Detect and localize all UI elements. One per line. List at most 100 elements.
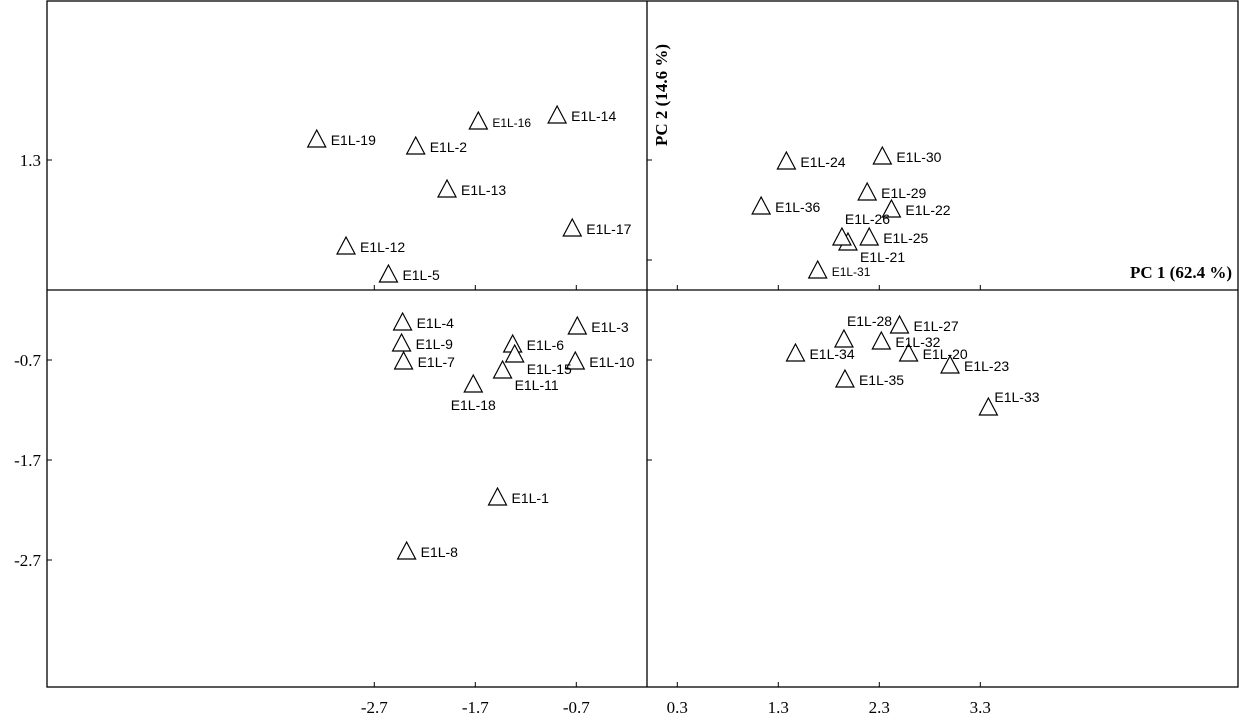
triangle-marker-icon <box>785 342 806 362</box>
triangle-marker-icon <box>872 145 893 165</box>
point-label: E1L-30 <box>896 149 941 165</box>
triangle-marker-icon <box>831 226 852 246</box>
data-point: E1L-34 <box>785 342 855 362</box>
data-point: E1L-15 <box>504 343 572 377</box>
triangle-marker-icon <box>565 350 586 370</box>
triangle-marker-icon <box>807 259 828 279</box>
y-tick-label: 1.3 <box>20 151 41 170</box>
x-tick-label: -0.7 <box>563 698 590 717</box>
triangle-marker-icon <box>504 343 525 363</box>
x-tick-label: 3.3 <box>970 698 991 717</box>
point-label: E1L-15 <box>527 361 572 377</box>
data-point: E1L-20 <box>898 342 968 362</box>
point-label: E1L-21 <box>860 249 905 265</box>
triangle-marker-icon <box>881 198 902 218</box>
point-label: E1L-16 <box>492 116 531 130</box>
triangle-marker-icon <box>833 328 854 348</box>
data-point: E1L-33 <box>978 389 1040 416</box>
data-point: E1L-13 <box>437 178 506 198</box>
point-label: E1L-10 <box>589 354 634 370</box>
triangle-marker-icon <box>492 359 513 379</box>
point-label: E1L-11 <box>515 377 559 393</box>
point-label: E1L-17 <box>586 221 631 237</box>
point-label: E1L-24 <box>800 154 845 170</box>
data-point: E1L-7 <box>393 350 456 370</box>
triangle-marker-icon <box>487 486 508 506</box>
point-label: E1L-28 <box>847 313 892 329</box>
point-label: E1L-25 <box>883 230 928 246</box>
point-label: E1L-33 <box>994 389 1039 405</box>
data-point: E1L-27 <box>889 314 959 334</box>
point-label: E1L-4 <box>417 315 455 331</box>
data-point: E1L-10 <box>565 350 635 370</box>
point-label: E1L-13 <box>461 182 506 198</box>
data-point: E1L-24 <box>776 150 846 170</box>
triangle-marker-icon <box>857 181 878 201</box>
plot-frame <box>46 0 1239 688</box>
data-point: E1L-30 <box>872 145 942 165</box>
point-label: E1L-9 <box>416 336 454 352</box>
data-point: E1L-28 <box>833 313 892 348</box>
point-label: E1L-20 <box>923 346 968 362</box>
x-tick-label: 1.3 <box>768 698 789 717</box>
point-label: E1L-7 <box>418 354 456 370</box>
triangle-marker-icon <box>547 104 568 124</box>
data-point: E1L-9 <box>391 332 454 352</box>
point-label: E1L-6 <box>527 337 565 353</box>
data-point: E1L-36 <box>751 195 820 215</box>
point-label: E1L-18 <box>451 397 496 413</box>
point-label: E1L-8 <box>421 544 459 560</box>
x-tick-label: 0.3 <box>667 698 688 717</box>
data-point: E1L-22 <box>881 198 951 218</box>
triangle-marker-icon <box>396 540 417 560</box>
point-label: E1L-14 <box>571 108 616 124</box>
data-point: E1L-23 <box>940 354 1009 374</box>
point-label: E1L-2 <box>430 139 468 155</box>
data-point: E1L-1 <box>487 486 549 506</box>
data-point: E1L-32 <box>871 330 941 350</box>
point-label: E1L-29 <box>881 185 926 201</box>
data-point: E1L-31 <box>807 259 871 279</box>
x-tick-label: 2.3 <box>869 698 890 717</box>
triangle-marker-icon <box>567 315 588 335</box>
data-point: E1L-35 <box>834 368 904 388</box>
tick-labels: -2.7 -1.7 -0.7 0.3 1.3 2.3 3.3 -2.7 -1.7 -0.7 1.3 <box>14 151 991 717</box>
data-point: E1L-8 <box>396 540 459 560</box>
triangle-marker-icon <box>898 342 919 362</box>
triangle-marker-icon <box>776 150 797 170</box>
point-label: E1L-31 <box>832 265 871 279</box>
y-axis-title: PC 2 (14.6 %) <box>652 44 671 146</box>
data-point: E1L-4 <box>392 311 455 331</box>
data-point: E1L-17 <box>562 217 632 237</box>
point-label: E1L-19 <box>331 132 376 148</box>
data-point: E1L-29 <box>857 181 927 201</box>
data-point: E1L-11 <box>492 359 559 393</box>
point-label: E1L-3 <box>591 319 629 335</box>
point-label: E1L-26 <box>845 211 890 227</box>
x-axis-title: PC 1 (62.4 %) <box>1130 263 1232 282</box>
triangle-marker-icon <box>405 135 426 155</box>
y-tick-label: -2.7 <box>14 551 41 570</box>
triangle-marker-icon <box>336 235 357 255</box>
point-label: E1L-36 <box>775 199 820 215</box>
data-point: E1L-2 <box>405 135 468 155</box>
point-label: E1L-27 <box>914 318 959 334</box>
x-tick-label: -2.7 <box>361 698 388 717</box>
triangle-marker-icon <box>889 314 910 334</box>
point-label: E1L-35 <box>859 372 904 388</box>
y-tick-label: -1.7 <box>14 451 41 470</box>
point-label: E1L-5 <box>402 267 440 283</box>
triangle-marker-icon <box>392 311 413 331</box>
point-label: E1L-12 <box>360 239 405 255</box>
data-point: E1L-26 <box>831 211 890 246</box>
point-label: E1L-32 <box>895 334 940 350</box>
triangle-marker-icon <box>437 178 458 198</box>
triangle-marker-icon <box>859 226 880 246</box>
point-label: E1L-34 <box>809 346 854 362</box>
data-points: E1L-1 E1L-2 E1L-3 E1L-4 E1L-5 E1L-6 E1L-7 E1L-8… <box>306 104 1040 560</box>
triangle-marker-icon <box>940 354 960 374</box>
triangle-marker-icon <box>834 368 855 388</box>
triangle-marker-icon <box>978 396 999 416</box>
triangle-marker-icon <box>393 350 414 370</box>
triangle-marker-icon <box>378 263 399 283</box>
